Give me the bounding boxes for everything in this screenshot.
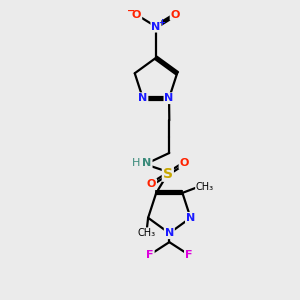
Text: CH₃: CH₃ xyxy=(138,228,156,238)
Text: H: H xyxy=(131,158,140,168)
Text: S: S xyxy=(163,167,173,181)
Text: F: F xyxy=(185,250,192,260)
Text: N: N xyxy=(151,22,160,32)
Text: O: O xyxy=(179,158,189,168)
Text: O: O xyxy=(171,10,180,20)
Text: F: F xyxy=(146,250,154,260)
Text: N: N xyxy=(186,213,195,223)
Text: N: N xyxy=(165,228,174,238)
Text: −: − xyxy=(127,6,135,16)
Text: O: O xyxy=(132,10,141,20)
Text: CH₃: CH₃ xyxy=(196,182,214,192)
Text: O: O xyxy=(147,179,156,189)
Text: N: N xyxy=(142,158,152,168)
Text: N: N xyxy=(138,93,148,103)
Text: N: N xyxy=(164,93,174,103)
Text: +: + xyxy=(158,18,165,27)
